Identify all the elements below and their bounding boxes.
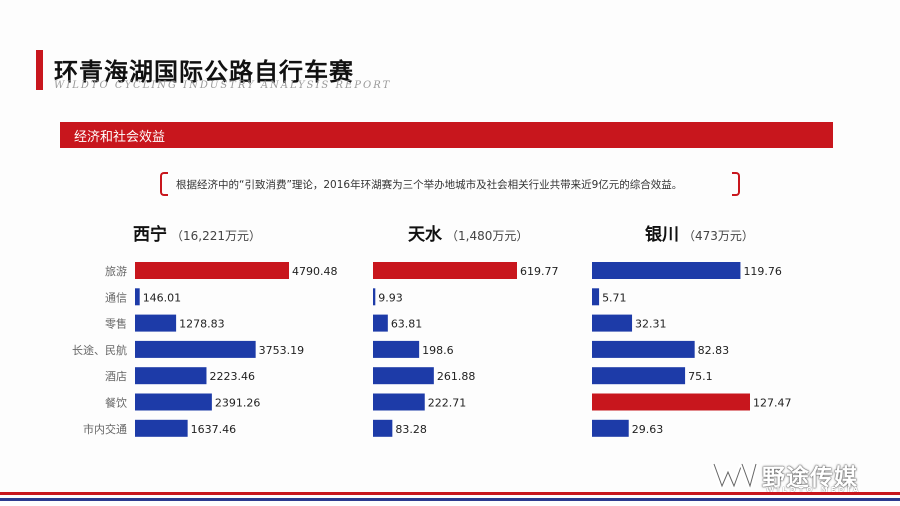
data-label-3-2: 5.71	[602, 291, 627, 304]
chart-title-xining: 西宁 （16,221万元）	[133, 220, 261, 245]
data-label-1-3: 1278.83	[179, 318, 225, 331]
bar-3-1	[592, 262, 741, 279]
title-accent-bar	[36, 50, 43, 90]
category-label-1: 旅游	[105, 264, 127, 278]
category-label-5: 酒店	[105, 369, 127, 383]
footer-red-stripe	[0, 492, 900, 495]
city-total: （16,221万元）	[171, 229, 261, 243]
category-label-2: 通信	[105, 291, 127, 304]
data-label-2-6: 222.71	[428, 397, 467, 410]
bar-1-1	[135, 262, 289, 279]
bar-1-2	[135, 288, 140, 306]
bar-2-6	[373, 393, 425, 411]
bar-1-3	[135, 314, 177, 332]
bar-3-5	[592, 367, 686, 385]
bar-2-2	[373, 288, 376, 306]
section-label: 经济和社会效益	[74, 130, 166, 145]
page-title: 环青海湖国际公路自行车赛	[54, 58, 354, 86]
data-label-1-1: 4790.48	[292, 265, 338, 278]
bar-2-3	[373, 314, 388, 332]
bar-2-4	[373, 340, 420, 358]
bar-3-7	[592, 419, 629, 437]
data-label-3-4: 82.83	[698, 344, 730, 357]
bar-3-6	[592, 393, 750, 411]
data-label-3-7: 29.63	[632, 423, 664, 436]
data-label-2-4: 198.6	[422, 344, 454, 357]
category-label-3: 零售	[105, 317, 127, 331]
note-box: 根据经济中的“引致消费”理论，2016年环湖赛为三个举办地城市及社会相关行业共带…	[160, 172, 740, 196]
data-label-2-2: 9.93	[378, 291, 403, 304]
footer-blue-stripe	[0, 498, 900, 501]
bar-1-4	[135, 340, 256, 358]
category-label-7: 市内交通	[83, 422, 127, 436]
bar-1-7	[135, 419, 188, 437]
bar-1-6	[135, 393, 212, 411]
data-label-2-3: 63.81	[391, 318, 423, 331]
bar-2-5	[373, 367, 434, 385]
bar-2-7	[373, 419, 393, 437]
category-label-4: 长途、民航	[72, 343, 127, 357]
data-label-3-3: 32.31	[635, 318, 667, 331]
bar-2-1	[373, 262, 517, 279]
logo: 野途传媒 WILDTO MEDIA	[712, 458, 892, 496]
category-label-6: 餐饮	[105, 396, 127, 410]
data-label-1-6: 2391.26	[215, 397, 261, 410]
note-left-bracket	[160, 172, 168, 196]
page-subtitle: WILDTO CYCLING INDUSTRY ANALYSIS REPORT	[54, 80, 392, 91]
city-name: 西宁	[133, 225, 167, 245]
data-label-2-5: 261.88	[437, 370, 476, 383]
data-label-2-1: 619.77	[520, 265, 559, 278]
data-label-3-5: 75.1	[688, 370, 713, 383]
logo-text: 野途传媒	[762, 465, 858, 491]
data-label-2-7: 83.28	[395, 423, 427, 436]
logo-mark-icon	[712, 463, 758, 489]
data-label-1-4: 3753.19	[259, 344, 305, 357]
chart-title-tianshui: 天水 （1,480万元）	[408, 220, 528, 245]
bar-1-5	[135, 367, 207, 385]
logo-subtext: WILDTO MEDIA	[766, 486, 862, 494]
chart-title-yinchuan: 银川 （473万元）	[645, 220, 754, 245]
data-label-1-2: 146.01	[143, 291, 182, 304]
data-label-1-7: 1637.46	[191, 423, 237, 436]
data-label-3-1: 119.76	[743, 265, 782, 278]
city-total: （1,480万元）	[446, 229, 529, 243]
city-name: 天水	[408, 225, 442, 245]
section-header: 经济和社会效益	[60, 122, 833, 148]
city-name: 银川	[645, 225, 679, 245]
data-label-3-6: 127.47	[753, 397, 792, 410]
note-right-bracket	[732, 172, 740, 196]
bar-3-4	[592, 340, 695, 358]
note-text: 根据经济中的“引致消费”理论，2016年环湖赛为三个举办地城市及社会相关行业共带…	[176, 179, 683, 191]
data-label-1-5: 2223.46	[209, 370, 255, 383]
footer-stripes	[0, 490, 900, 506]
bar-3-3	[592, 314, 633, 332]
bar-3-2	[592, 288, 600, 306]
city-total: （473万元）	[683, 229, 754, 243]
